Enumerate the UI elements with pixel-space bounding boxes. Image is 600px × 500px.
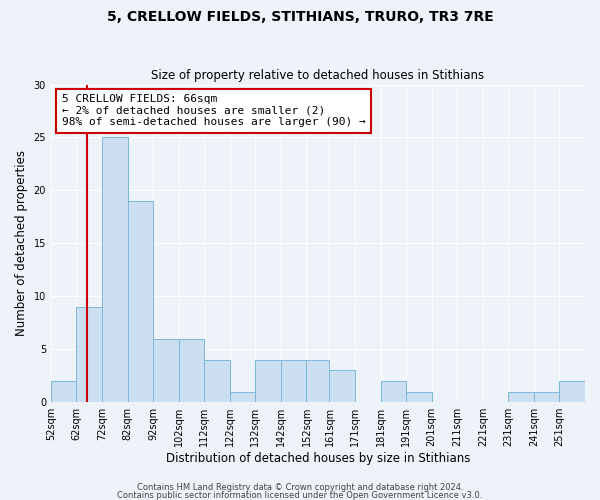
Text: 5 CRELLOW FIELDS: 66sqm
← 2% of detached houses are smaller (2)
98% of semi-deta: 5 CRELLOW FIELDS: 66sqm ← 2% of detached…	[62, 94, 365, 128]
Bar	[51, 381, 76, 402]
Y-axis label: Number of detached properties: Number of detached properties	[15, 150, 28, 336]
Bar	[559, 381, 585, 402]
Bar	[153, 338, 179, 402]
Bar	[281, 360, 307, 402]
Bar	[179, 338, 204, 402]
Bar	[256, 360, 281, 402]
Bar	[329, 370, 355, 402]
Bar	[76, 307, 102, 402]
Title: Size of property relative to detached houses in Stithians: Size of property relative to detached ho…	[151, 69, 485, 82]
Text: Contains public sector information licensed under the Open Government Licence v3: Contains public sector information licen…	[118, 490, 482, 500]
Bar	[307, 360, 329, 402]
Bar	[508, 392, 534, 402]
Bar	[102, 138, 128, 402]
X-axis label: Distribution of detached houses by size in Stithians: Distribution of detached houses by size …	[166, 452, 470, 465]
Bar	[204, 360, 230, 402]
Bar	[406, 392, 431, 402]
Text: 5, CRELLOW FIELDS, STITHIANS, TRURO, TR3 7RE: 5, CRELLOW FIELDS, STITHIANS, TRURO, TR3…	[107, 10, 493, 24]
Bar	[230, 392, 256, 402]
Text: Contains HM Land Registry data © Crown copyright and database right 2024.: Contains HM Land Registry data © Crown c…	[137, 484, 463, 492]
Bar	[534, 392, 559, 402]
Bar	[380, 381, 406, 402]
Bar	[128, 201, 153, 402]
